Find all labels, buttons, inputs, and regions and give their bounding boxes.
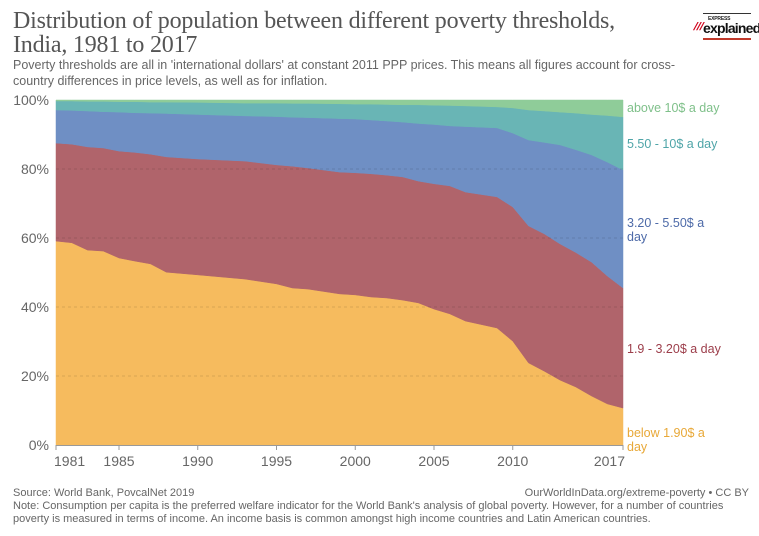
y-tick-label: 20%: [21, 368, 49, 384]
x-tick-label: 1990: [182, 453, 213, 469]
x-tick-label: 1981: [54, 453, 85, 469]
express-explained-logo: /// EXPRESS explained.: [692, 10, 759, 40]
y-tick-label: 60%: [21, 230, 49, 246]
legend-label: 3.20 - 5.50$ a day: [627, 216, 705, 244]
y-tick-label: 80%: [21, 161, 49, 177]
y-axis: 0% 20% 40% 60% 80% 100%: [13, 92, 49, 453]
area-above-10-a-day: [55, 99, 624, 118]
x-tick-label: 2017: [594, 453, 625, 469]
x-tick-label: 1985: [103, 453, 134, 469]
legend-label: below 1.90$ a day: [627, 426, 705, 454]
logo-bottom-rule: [703, 38, 751, 40]
x-tick-label: 2005: [418, 453, 449, 469]
source-url[interactable]: OurWorldInData.org/extreme-poverty • CC …: [524, 487, 749, 499]
area-layers: [55, 99, 624, 446]
logo-small-text: EXPRESS: [708, 16, 731, 22]
x-tick-label: 2010: [497, 453, 528, 469]
x-tick-label: 1995: [261, 453, 292, 469]
logo-big-text: explained.: [703, 20, 759, 36]
gridlines: [56, 168, 623, 377]
source-text: Source: World Bank, PovcalNet 2019: [13, 487, 195, 499]
y-tick-label: 100%: [13, 92, 49, 108]
legend-label: 1.9 - 3.20$ a day: [627, 342, 721, 356]
y-tick-label: 0%: [29, 437, 49, 453]
chart-subtitle: Poverty thresholds are all in 'internati…: [13, 58, 676, 88]
x-axis: 1981 1985 1990 1995 2000 2005 2010 2017: [54, 445, 625, 469]
x-tick-label: 2000: [340, 453, 371, 469]
y-tick-label: 40%: [21, 299, 49, 315]
logo-top-rule: [703, 13, 751, 14]
chart-title: Distribution of population between diffe…: [13, 8, 615, 58]
logo-word: explained: [703, 20, 759, 36]
legend-label: 5.50 - 10$ a day: [627, 137, 718, 151]
legend-label: above 10$ a day: [627, 101, 720, 115]
note-text: Note: Consumption per capita is the pref…: [13, 500, 724, 525]
